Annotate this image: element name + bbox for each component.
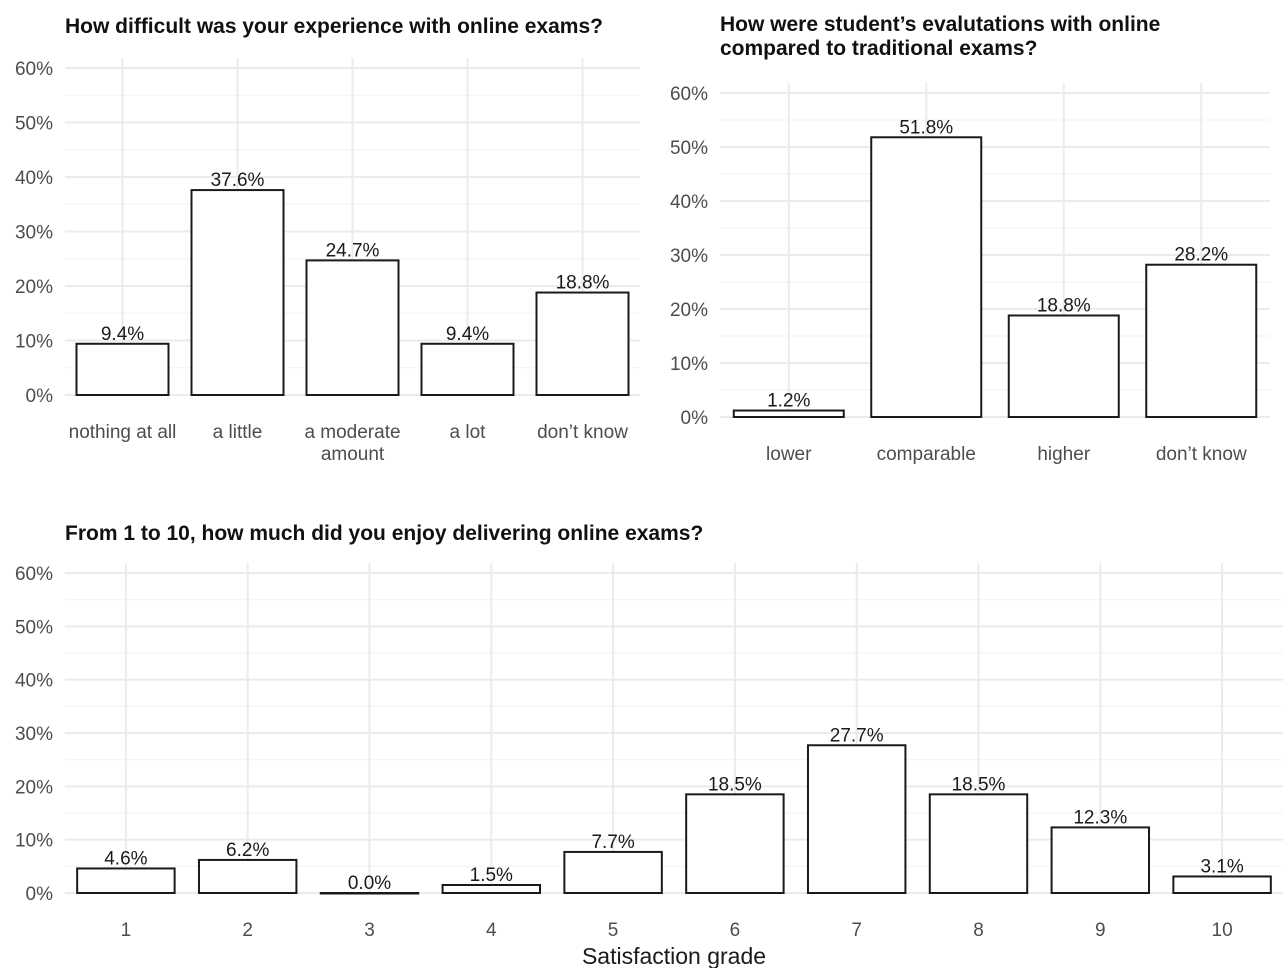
bar xyxy=(441,884,542,894)
chart-title: How were student’s evalutations with onl… xyxy=(720,13,1160,36)
bar-value-label: 1.2% xyxy=(767,391,810,412)
bar xyxy=(1007,314,1120,419)
bar-value-label: 0.0% xyxy=(348,873,391,894)
bar xyxy=(190,189,285,396)
bar-value-label: 27.7% xyxy=(830,725,884,746)
bar-value-label: 7.7% xyxy=(591,832,634,853)
y-tick-label: 60% xyxy=(15,564,53,585)
y-tick-label: 10% xyxy=(670,354,708,375)
x-tick-label: 7 xyxy=(851,920,862,941)
x-tick-label: 1 xyxy=(121,920,132,941)
bar-value-label: 18.5% xyxy=(952,774,1006,795)
bar xyxy=(563,850,663,895)
bar xyxy=(535,291,630,397)
x-tick-label: lower xyxy=(766,444,812,465)
y-tick-label: 0% xyxy=(26,386,54,407)
y-tick-label: 50% xyxy=(15,617,53,638)
y-tick-label: 40% xyxy=(15,168,53,189)
y-tick-label: 50% xyxy=(15,114,53,135)
y-tick-label: 40% xyxy=(670,192,708,213)
bar-value-label: 37.6% xyxy=(211,170,265,191)
y-tick-label: 50% xyxy=(670,138,708,159)
x-tick-label: don’t know xyxy=(537,422,628,443)
bar-value-label: 51.8% xyxy=(899,117,953,138)
x-tick-label: nothing at all xyxy=(69,422,177,443)
y-tick-label: 10% xyxy=(15,332,53,353)
y-tick-label: 40% xyxy=(15,671,53,692)
y-tick-label: 20% xyxy=(15,777,53,798)
bar xyxy=(685,793,785,894)
chart-panel-3: From 1 to 10, how much did you enjoy del… xyxy=(15,522,1283,968)
bar xyxy=(420,342,515,396)
y-tick-label: 30% xyxy=(15,724,53,745)
bar xyxy=(1172,875,1272,895)
bar xyxy=(732,409,845,418)
y-tick-label: 30% xyxy=(670,246,708,267)
x-axis-title: Satisfaction grade xyxy=(582,943,766,968)
x-tick-label: a moderate xyxy=(304,422,400,443)
x-tick-label: 6 xyxy=(730,920,741,941)
bar xyxy=(1050,826,1151,895)
x-tick-label: a little xyxy=(213,422,263,443)
bar-value-label: 18.8% xyxy=(1037,295,1091,316)
bar-value-label: 9.4% xyxy=(101,324,144,345)
y-tick-label: 60% xyxy=(670,84,708,105)
bar xyxy=(870,136,983,418)
bar-value-label: 3.1% xyxy=(1200,856,1243,877)
x-tick-label: amount xyxy=(321,444,385,465)
bar-value-label: 24.7% xyxy=(326,240,380,261)
bar-value-label: 28.2% xyxy=(1174,245,1228,266)
x-tick-label: 4 xyxy=(486,920,497,941)
bar xyxy=(928,793,1029,894)
bar-value-label: 6.2% xyxy=(226,840,269,861)
chart-panel-2: How were student’s evalutations with onl… xyxy=(670,13,1270,465)
bar-value-label: 9.4% xyxy=(446,324,489,345)
y-tick-label: 60% xyxy=(15,59,53,80)
bar xyxy=(319,892,420,895)
bar-value-label: 18.5% xyxy=(708,774,762,795)
bar xyxy=(75,342,170,396)
y-tick-label: 30% xyxy=(15,223,53,244)
x-tick-label: 3 xyxy=(364,920,375,941)
bar xyxy=(1145,263,1258,418)
bar xyxy=(806,744,907,894)
x-tick-label: 9 xyxy=(1095,920,1106,941)
x-tick-label: 2 xyxy=(242,920,253,941)
x-tick-label: comparable xyxy=(877,444,976,465)
bar xyxy=(197,858,298,895)
chart-panel-1: How difficult was your experience with o… xyxy=(15,15,640,465)
chart-title: From 1 to 10, how much did you enjoy del… xyxy=(65,522,703,545)
bar-value-label: 18.8% xyxy=(556,273,610,294)
chart-title: How difficult was your experience with o… xyxy=(65,15,603,38)
y-tick-label: 0% xyxy=(26,884,54,905)
chart-title: compared to traditional exams? xyxy=(720,37,1037,60)
y-tick-label: 0% xyxy=(681,408,709,429)
bar xyxy=(76,867,176,895)
bar-value-label: 1.5% xyxy=(470,865,513,886)
x-tick-label: 10 xyxy=(1212,920,1233,941)
x-tick-label: 5 xyxy=(608,920,619,941)
x-tick-label: don’t know xyxy=(1156,444,1247,465)
bar-value-label: 12.3% xyxy=(1073,807,1127,828)
x-tick-label: higher xyxy=(1037,444,1090,465)
x-tick-label: a lot xyxy=(450,422,487,443)
y-tick-label: 20% xyxy=(15,277,53,298)
bar xyxy=(305,259,400,397)
bar-value-label: 4.6% xyxy=(104,848,147,869)
y-tick-label: 20% xyxy=(670,300,708,321)
x-tick-label: 8 xyxy=(973,920,984,941)
y-tick-label: 10% xyxy=(15,831,53,852)
